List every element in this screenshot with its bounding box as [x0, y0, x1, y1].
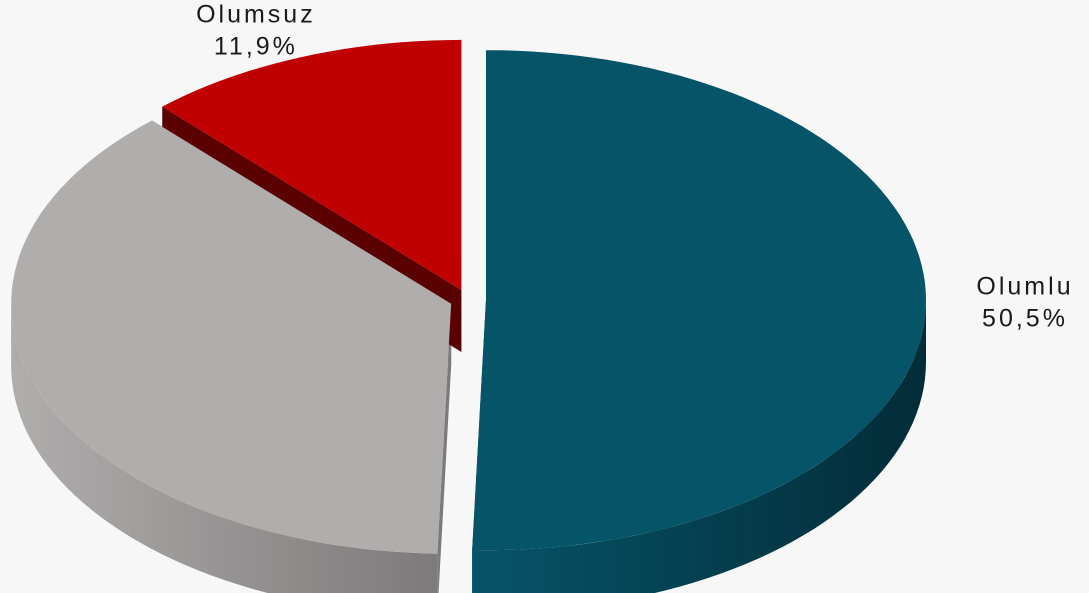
pie-slice [162, 39, 462, 290]
value-label: 50,5% [982, 305, 1068, 333]
pie-slice [472, 50, 926, 551]
slice-label: Olumsuz [196, 0, 316, 28]
slice-wall [472, 300, 926, 593]
value-label: 11,9% [214, 32, 298, 60]
slice-label: Olumlu [976, 273, 1073, 301]
slice-wall [11, 303, 438, 593]
slice-cut-face [437, 303, 452, 593]
pie-slice [11, 120, 452, 554]
